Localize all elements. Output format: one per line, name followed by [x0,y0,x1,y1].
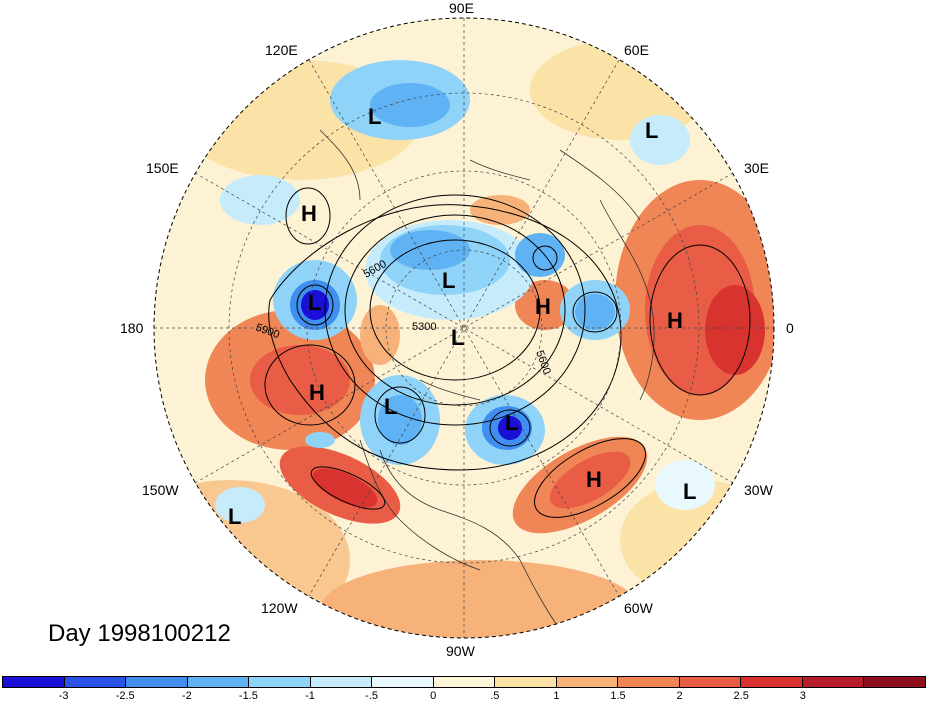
high-marker: H [309,380,325,405]
graticule [154,18,774,638]
colorbar-cell [126,677,188,687]
high-marker: H [535,294,551,319]
high-marker: H [586,467,602,492]
colorbar-cell [3,677,65,687]
low-marker: L [368,104,381,129]
colorbar-cell [433,677,496,687]
low-marker: L [228,504,241,529]
lon-label-150w: 150W [142,482,179,498]
lon-label-90w: 90W [446,643,475,659]
high-marker: H [667,308,683,333]
low-marker: L [442,268,455,293]
lon-label-180: 180 [120,320,144,336]
date-title: Day 1998100212 [48,620,231,647]
low-marker: L [451,325,464,350]
colorbar-cell [249,677,311,687]
colorbar-tick-label: -2 [181,690,192,702]
colorbar-tick-label: 3 [799,690,806,702]
pressure-systems: L H L L L H L H L H L L H L [228,104,696,529]
colorbar-tick-label: -1.5 [238,690,258,702]
lon-label-90e: 90E [449,0,474,16]
colorbar-cell [679,677,742,687]
anomaly-field [154,18,774,638]
lon-label-150e: 150E [146,160,179,176]
colorbar-cell [802,677,865,687]
colorbar-tick-label: .5 [490,690,500,702]
low-marker: L [384,394,397,419]
lon-label-0: 0 [786,320,794,336]
contour-label: 5300 [412,321,436,333]
lon-label-30e: 30E [744,160,769,176]
colorbar-cell [187,677,250,687]
colorbar-cell [741,677,803,687]
colorbar-tick-label: -.5 [365,690,379,702]
colorbar-cell [618,677,680,687]
lon-label-30w: 30W [744,482,773,498]
map-boundary [153,17,775,639]
lon-label-120w: 120W [261,600,298,616]
colorbar-tick-label: 2 [676,690,683,702]
colorbar-tick-label: -1 [305,690,315,702]
colorbar-tick-label: 1.5 [610,690,626,702]
low-marker: L [645,118,658,143]
lon-label-60e: 60E [624,42,649,58]
high-marker: H [301,201,317,226]
colorbar-tick-label: -2.5 [115,690,135,702]
colorbar-cell [372,677,434,687]
lon-label-120e: 120E [265,42,298,58]
colorbar [2,676,926,688]
colorbar-tick-label: -3 [58,690,69,702]
colorbar-cell [495,677,557,687]
colorbar-cell [864,677,925,687]
low-marker: L [683,479,696,504]
lon-label-60w: 60W [624,600,653,616]
low-marker: L [308,290,321,315]
colorbar-tick-label: 1 [553,690,560,702]
colorbar-cell [310,677,373,687]
colorbar-cell [64,677,127,687]
colorbar-tick-label: 0 [430,690,437,702]
low-marker: L [505,410,518,435]
colorbar-cell [556,677,619,687]
colorbar-tick-label: 2.5 [733,690,749,702]
